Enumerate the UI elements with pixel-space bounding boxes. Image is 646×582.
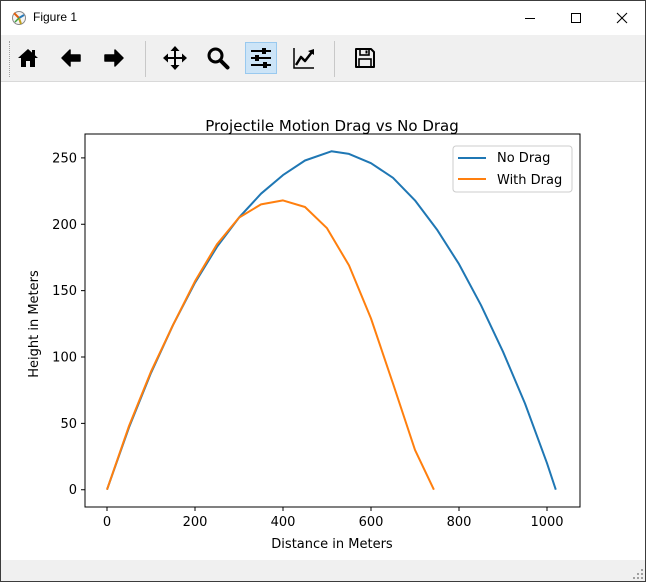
line-chart-icon [293,48,314,69]
toolbar-grip[interactable] [9,41,12,77]
x-axis-label: Distance in Meters [271,537,393,552]
x-tick-label: 800 [447,515,472,530]
arrow-left-icon [61,49,81,67]
window-title: Figure 1 [33,10,78,24]
x-axis-ticks: 0 200 400 600 800 1000 [103,507,564,530]
y-tick-label: 150 [52,284,77,299]
edit-axis-button[interactable] [288,42,320,74]
y-tick-label: 0 [69,483,77,498]
y-axis-label: Height in Meters [27,270,42,378]
resize-grip-icon[interactable] [633,569,643,579]
close-button[interactable] [599,1,645,35]
y-tick-label: 200 [52,218,77,233]
x-tick-label: 200 [183,515,208,530]
chart[interactable]: Projectile Motion Drag vs No Drag 0 200 40… [3,82,643,560]
x-tick-label: 1000 [530,515,563,530]
x-tick-label: 600 [359,515,384,530]
home-button[interactable] [12,42,44,74]
y-tick-label: 100 [52,351,77,366]
title-bar[interactable]: Figure 1 [1,1,645,35]
home-icon [18,49,38,67]
legend-label-no-drag: No Drag [497,151,550,166]
maximize-icon [571,13,581,23]
x-tick-label: 0 [103,515,111,530]
legend-label-with-drag: With Drag [497,173,562,188]
legend: No Drag With Drag [452,145,573,193]
arrow-right-icon [104,49,124,67]
status-bar [1,560,645,581]
forward-button[interactable] [98,42,130,74]
y-axis-ticks: 0 50 100 150 200 250 [52,151,85,498]
move-arrows-icon [163,46,187,70]
x-tick-label: 400 [271,515,296,530]
minimize-button[interactable] [507,1,553,35]
floppy-disk-icon [355,48,375,68]
toolbar-separator [334,41,335,77]
save-button[interactable] [349,42,381,74]
minimize-icon [525,18,535,19]
pan-button[interactable] [159,42,191,74]
matplotlib-app-icon [11,10,27,26]
navigation-toolbar [1,35,645,82]
back-button[interactable] [55,42,87,74]
maximize-button[interactable] [553,1,599,35]
chart-title: Projectile Motion Drag vs No Drag [205,117,459,135]
series-line-with-drag [106,199,435,491]
y-tick-label: 250 [52,151,77,166]
sliders-icon [251,48,271,68]
close-icon [616,12,628,24]
toolbar-separator [145,41,146,77]
axes-frame [84,133,581,508]
configure-subplots-button[interactable] [245,42,277,74]
y-tick-label: 50 [60,417,77,432]
zoom-button[interactable] [202,42,234,74]
magnifier-icon [207,47,230,70]
figure-canvas[interactable]: Projectile Motion Drag vs No Drag 0 200 40… [3,82,643,560]
plot-lines [106,150,557,491]
